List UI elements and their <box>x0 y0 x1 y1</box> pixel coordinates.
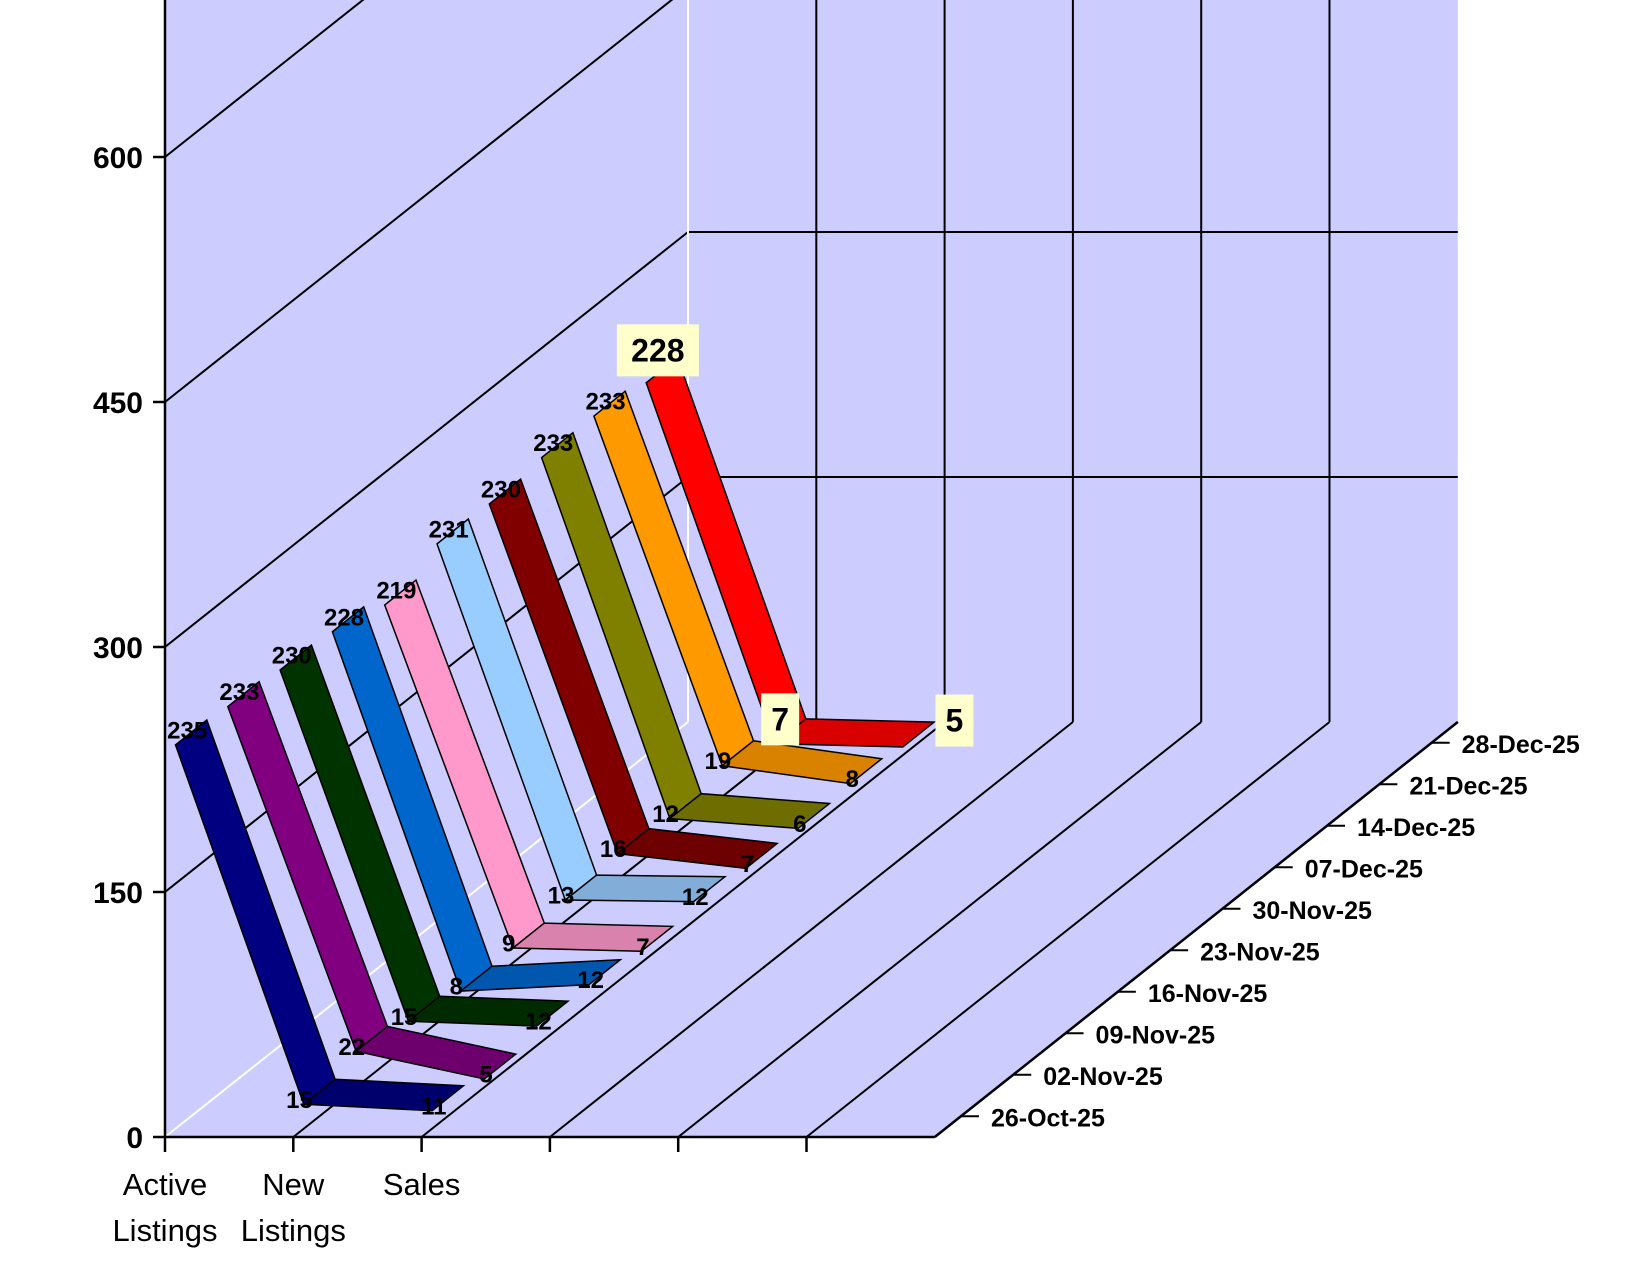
data-label: 11 <box>421 1093 446 1120</box>
category-label: New <box>262 1167 325 1202</box>
data-label: 12 <box>525 1009 552 1036</box>
data-label: 228 <box>324 604 364 631</box>
series-ribbon-segment <box>354 1025 518 1080</box>
data-label: 22 <box>338 1034 365 1061</box>
category-label: Sales <box>383 1167 461 1202</box>
y-tick-label: 450 <box>93 387 143 420</box>
data-label: 19 <box>704 748 731 775</box>
data-label: 231 <box>429 516 469 543</box>
data-label: 8 <box>450 974 463 1001</box>
series-ribbon-segment <box>615 827 780 870</box>
floor-gridline <box>549 721 1074 1138</box>
z-tick-label: 02-Nov-25 <box>1043 1063 1163 1091</box>
data-label: 235 <box>167 717 207 744</box>
side-wall-gridline <box>164 231 689 648</box>
side-wall-gridline <box>164 0 365 158</box>
category-label: Active <box>123 1167 207 1202</box>
data-label: 9 <box>502 931 515 958</box>
z-tick-label: 09-Nov-25 <box>1096 1021 1216 1049</box>
z-axis-line <box>934 721 1459 1138</box>
data-label: 219 <box>376 578 416 605</box>
z-tick-label: 23-Nov-25 <box>1200 938 1320 966</box>
data-label: 233 <box>586 389 626 416</box>
data-label: 228 <box>631 332 684 368</box>
data-label: 7 <box>771 701 789 737</box>
y-tick-label: 600 <box>93 142 143 175</box>
floor-gridline <box>677 721 1202 1138</box>
data-label: 233 <box>219 679 259 706</box>
series-ribbon-segment <box>510 922 675 953</box>
series-ribbon-segment <box>406 995 571 1027</box>
data-label: 15 <box>391 1004 418 1031</box>
category-label: Listings <box>112 1213 217 1248</box>
data-label: 8 <box>845 766 858 793</box>
data-label: 16 <box>600 836 627 863</box>
data-label: 7 <box>741 851 754 878</box>
series-ribbon-segment <box>563 874 728 903</box>
z-tick-label: 30-Nov-25 <box>1252 897 1372 925</box>
z-tick-label: 21-Dec-25 <box>1409 772 1527 800</box>
data-label: 12 <box>682 884 709 911</box>
data-label-box <box>935 694 974 747</box>
z-tick-label: 28-Dec-25 <box>1462 731 1580 759</box>
data-label: 233 <box>533 430 573 457</box>
y-tick-label: 150 <box>93 877 143 910</box>
category-label: Listings <box>241 1213 346 1248</box>
data-label: 230 <box>481 477 521 504</box>
series-ribbon-segment <box>667 792 832 830</box>
series-ribbon-segment <box>458 958 623 992</box>
data-label: 6 <box>793 811 806 838</box>
data-label: 12 <box>652 801 679 828</box>
chart-data-labels: 235 15 11 233 22 5 230 15 12 228 8 12 219 9 7 231 13 12 23… <box>167 324 974 1120</box>
z-tick-label: 07-Dec-25 <box>1305 855 1423 883</box>
z-tick-label: 26-Oct-25 <box>991 1104 1105 1132</box>
data-label: 13 <box>548 883 575 910</box>
chart-series <box>174 356 937 1112</box>
chart-axes: 0150300450600750ActiveListingsNewListing… <box>93 0 1580 1248</box>
side-wall-gridline <box>164 0 674 403</box>
z-tick-label: 16-Nov-25 <box>1148 980 1268 1008</box>
floor-gridline <box>420 721 946 1138</box>
z-tick-label: 14-Dec-25 <box>1357 814 1475 842</box>
data-label: 5 <box>479 1062 492 1089</box>
data-label: 12 <box>577 967 604 994</box>
floor-gridline <box>805 721 1331 1138</box>
data-label: 15 <box>286 1087 313 1114</box>
series-ribbon-segment <box>301 1078 466 1112</box>
y-tick-label: 0 <box>126 1122 143 1155</box>
data-label: 230 <box>272 643 312 670</box>
series-ribbon-segment <box>720 740 884 785</box>
data-label-box <box>761 693 800 746</box>
y-tick-label: 300 <box>93 632 143 665</box>
data-label: 5 <box>946 703 964 739</box>
data-label-box <box>616 324 699 377</box>
data-label: 7 <box>636 934 649 961</box>
